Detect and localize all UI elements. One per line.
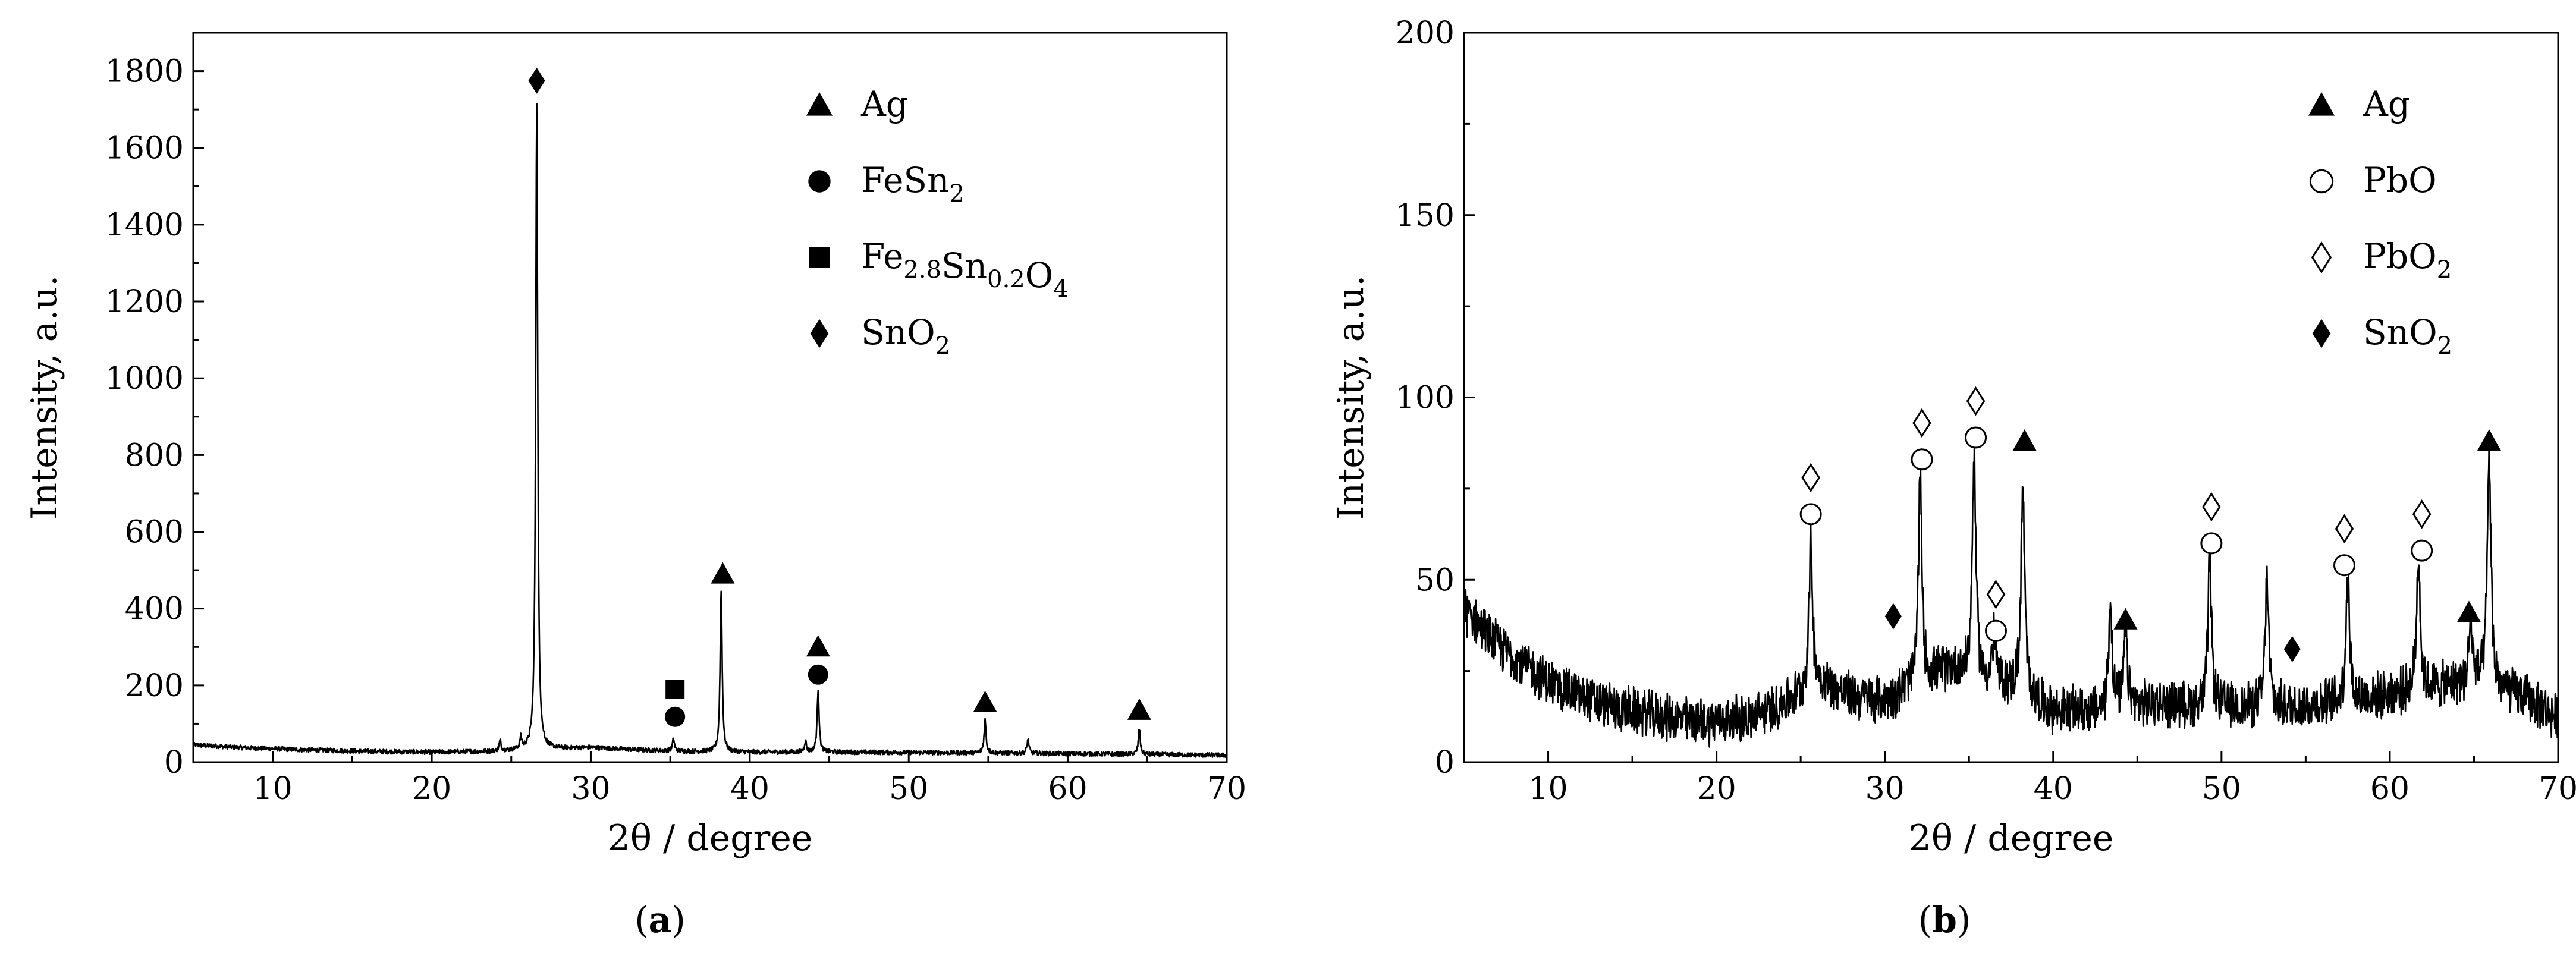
- panel-a: 10 20 30 40 50 60 70 0 200 400 600 800 1000 1200 1400 1…: [24, 32, 1246, 941]
- y-tick-label: 1400: [105, 207, 184, 243]
- x-tick-label: 30: [571, 771, 610, 807]
- peak-marker-open-diamond: [1801, 463, 1820, 493]
- x-tick-label: 60: [2370, 771, 2409, 807]
- x-tick-label: 50: [2202, 771, 2241, 807]
- x-tick-label: 70: [2539, 771, 2576, 807]
- y-tick-label: 100: [1396, 380, 1455, 416]
- legend-marker-filled-diamond: [810, 319, 829, 348]
- legend-marker-open-circle: [2309, 169, 2334, 194]
- legend: Ag FeSn2 Fe2.8Sn0.2O4 SnO2: [806, 84, 1069, 360]
- peak-marker-open-diamond: [2412, 499, 2432, 529]
- x-tick-label: 20: [1697, 771, 1736, 807]
- legend-marker-filled-triangle: [806, 92, 833, 116]
- peak-marker-filled-triangle: [2477, 429, 2501, 451]
- legend: Ag PbO PbO2 SnO2: [2308, 84, 2452, 360]
- peak-marker-open-diamond: [1986, 579, 2006, 609]
- legend-entry-label: FeSn2: [861, 160, 965, 207]
- legend-entry-label: Ag: [860, 84, 908, 124]
- y-tick-label: 0: [164, 745, 184, 781]
- plot-frame: [1463, 32, 2559, 763]
- peak-marker-filled-triangle: [2012, 429, 2037, 451]
- legend-entry-label: SnO2: [2363, 312, 2452, 360]
- panel-b: 10 20 30 40 50 60 70 0 50 100 150 200 2θ / degree Int…: [1330, 15, 2576, 941]
- peak-marker-filled-triangle: [973, 690, 997, 712]
- legend-entry-label: SnO2: [861, 312, 950, 360]
- peak-marker-filled-circle: [808, 664, 828, 685]
- legend-marker-filled-circle: [808, 170, 831, 193]
- x-tick-label: 30: [1865, 771, 1905, 807]
- peak-marker-filled-triangle: [2456, 600, 2481, 622]
- peak-marker-open-circle: [2411, 539, 2433, 562]
- y-tick-label: 1000: [105, 361, 184, 397]
- y-tick-label: 150: [1396, 198, 1455, 234]
- x-tick-label: 40: [730, 771, 769, 807]
- y-tick-label: 50: [1415, 562, 1455, 598]
- y-tick-label: 1800: [105, 54, 184, 90]
- y-tick-label: 600: [125, 515, 184, 551]
- x-tick-label: 40: [2034, 771, 2073, 807]
- y-tick-label: 200: [1396, 15, 1455, 51]
- peak-marker-open-circle: [1985, 619, 2008, 642]
- legend-entry-label: PbO2: [2363, 236, 2452, 284]
- panel-label: (b): [1918, 899, 1971, 941]
- diffraction-trace: [192, 103, 1228, 758]
- legend-entry-label: PbO: [2363, 160, 2437, 200]
- peak-marker-open-circle: [1799, 503, 1822, 526]
- peak-marker-open-circle: [1911, 448, 1933, 471]
- legend-marker-open-diamond: [2311, 241, 2332, 273]
- legend-entry-label: Ag: [2363, 84, 2410, 124]
- x-axis-title: 2θ / degree: [608, 817, 813, 859]
- peak-marker-filled-circle: [665, 706, 686, 727]
- peak-marker-open-circle: [1965, 426, 1987, 449]
- y-tick-label: 1600: [105, 131, 184, 166]
- panel-label: (a): [634, 899, 686, 941]
- peak-marker-filled-diamond: [1884, 603, 1902, 630]
- y-axis-title: Intensity, a.u.: [1330, 275, 1372, 520]
- x-tick-label: 50: [889, 771, 928, 807]
- y-axis-title: Intensity, a.u.: [24, 275, 65, 520]
- x-tick-label: 60: [1048, 771, 1088, 807]
- y-tick-label: 200: [125, 668, 184, 704]
- legend-entry-label: Fe2.8Sn0.2O4: [861, 236, 1069, 303]
- peak-marker-open-diamond: [1966, 386, 1986, 416]
- y-tick-label: 800: [125, 438, 184, 473]
- y-tick-label: 1200: [105, 284, 184, 320]
- x-tick-label: 10: [1528, 771, 1567, 807]
- peak-marker-filled-diamond: [528, 67, 545, 94]
- diffraction-trace: [1463, 433, 2559, 748]
- x-tick-label: 10: [253, 771, 293, 807]
- peak-marker-open-diamond: [2335, 514, 2354, 544]
- peak-marker-filled-square: [665, 680, 685, 699]
- y-tick-label: 0: [1435, 745, 1455, 781]
- y-tick-label: 400: [125, 592, 184, 627]
- x-tick-label: 70: [1207, 771, 1246, 807]
- legend-marker-filled-square: [809, 247, 830, 268]
- peak-marker-filled-triangle: [1127, 698, 1151, 720]
- legend-marker-filled-triangle: [2308, 92, 2335, 116]
- peak-marker-filled-triangle: [711, 562, 735, 584]
- peak-marker-open-circle: [2200, 532, 2223, 555]
- peak-marker-open-circle: [2333, 554, 2355, 577]
- peak-marker-filled-triangle: [2113, 608, 2138, 630]
- plot-frame: [192, 32, 1228, 763]
- peak-marker-open-diamond: [1912, 408, 1931, 438]
- peak-marker-filled-triangle: [806, 635, 830, 657]
- peak-marker-filled-diamond: [2283, 636, 2301, 662]
- legend-marker-filled-diamond: [2312, 319, 2331, 348]
- x-tick-label: 20: [412, 771, 451, 807]
- x-axis-title: 2θ / degree: [1909, 817, 2114, 859]
- peak-marker-open-diamond: [2202, 492, 2221, 522]
